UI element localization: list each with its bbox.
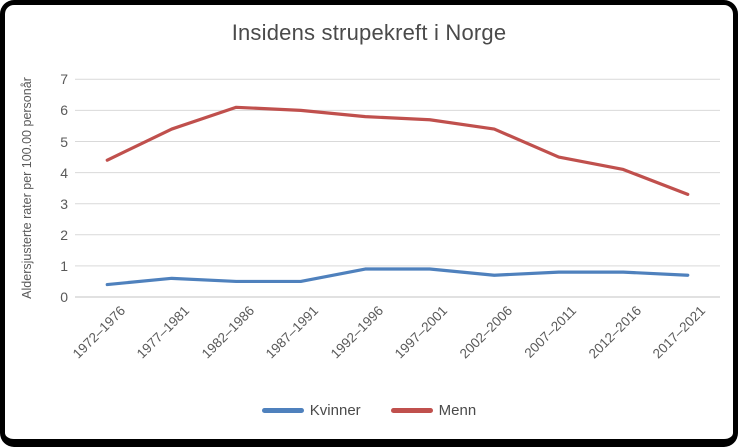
legend-label-menn: Menn	[438, 402, 477, 419]
legend-label-kvinner: Kvinner	[309, 402, 361, 419]
legend-swatch-kvinner	[261, 408, 304, 413]
y-tick-label-4: 4	[60, 164, 68, 181]
y-tick-label-2: 2	[60, 226, 68, 243]
y-tick-label-6: 6	[60, 102, 68, 119]
y-tick-label-0: 0	[60, 289, 68, 305]
y-tick-label-5: 5	[60, 133, 68, 150]
series-line-kvinner	[105, 267, 690, 287]
legend-swatch-menn	[390, 408, 433, 413]
legend-item-menn: Menn	[390, 402, 477, 419]
y-tick-label-7: 7	[60, 71, 68, 88]
chart-title: Insidens strupekreft i Norge	[231, 20, 507, 45]
y-tick-label-3: 3	[60, 195, 68, 212]
legend: Kvinner Menn	[0, 402, 738, 419]
series-line-menn	[105, 105, 690, 196]
y-tick-label-1: 1	[60, 257, 68, 274]
legend-item-kvinner: Kvinner	[261, 402, 361, 419]
